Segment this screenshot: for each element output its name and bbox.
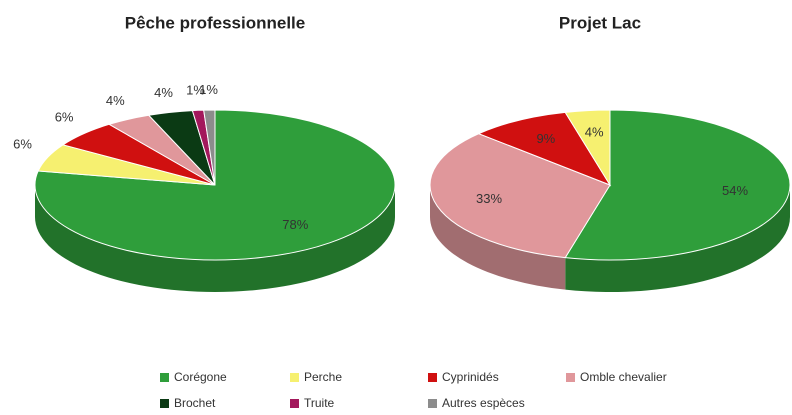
data-label: 54% (722, 183, 748, 198)
data-label: 33% (476, 191, 502, 206)
chart-title: Pêche professionnelle (125, 13, 305, 32)
data-label: 6% (13, 137, 32, 152)
data-label: 1% (186, 83, 205, 98)
data-label: 6% (55, 109, 74, 124)
pie-wall (430, 185, 566, 290)
pie-slice (477, 111, 612, 187)
data-label: 4% (585, 124, 604, 139)
pie-slice (564, 109, 611, 187)
data-label: 78% (282, 217, 308, 232)
legend-swatch (160, 399, 169, 408)
legend-swatch (290, 373, 299, 382)
legend-label: Truite (304, 396, 335, 410)
data-label: 1% (199, 82, 218, 97)
pie-wall (35, 185, 395, 292)
legend-label: Perche (304, 370, 342, 384)
legend-swatch (428, 373, 437, 382)
pie-slice (564, 109, 791, 261)
legend-label: Omble chevalier (580, 370, 667, 384)
pie-slice (34, 109, 396, 261)
legend-label: Autres espèces (442, 396, 525, 410)
legend-swatch (160, 373, 169, 382)
data-label: 4% (154, 85, 173, 100)
pie-slice (203, 109, 216, 186)
chart-title: Projet Lac (559, 13, 641, 32)
legend-swatch (428, 399, 437, 408)
data-label: 9% (536, 131, 555, 146)
legend-swatch (566, 373, 575, 382)
legend-swatch (290, 399, 299, 408)
pie-slice (429, 133, 611, 259)
legend-label: Corégone (174, 370, 227, 384)
legend-label: Brochet (174, 396, 216, 410)
legend-label: Cyprinidés (442, 370, 499, 384)
data-label: 4% (106, 93, 125, 108)
pie-wall (565, 185, 790, 292)
